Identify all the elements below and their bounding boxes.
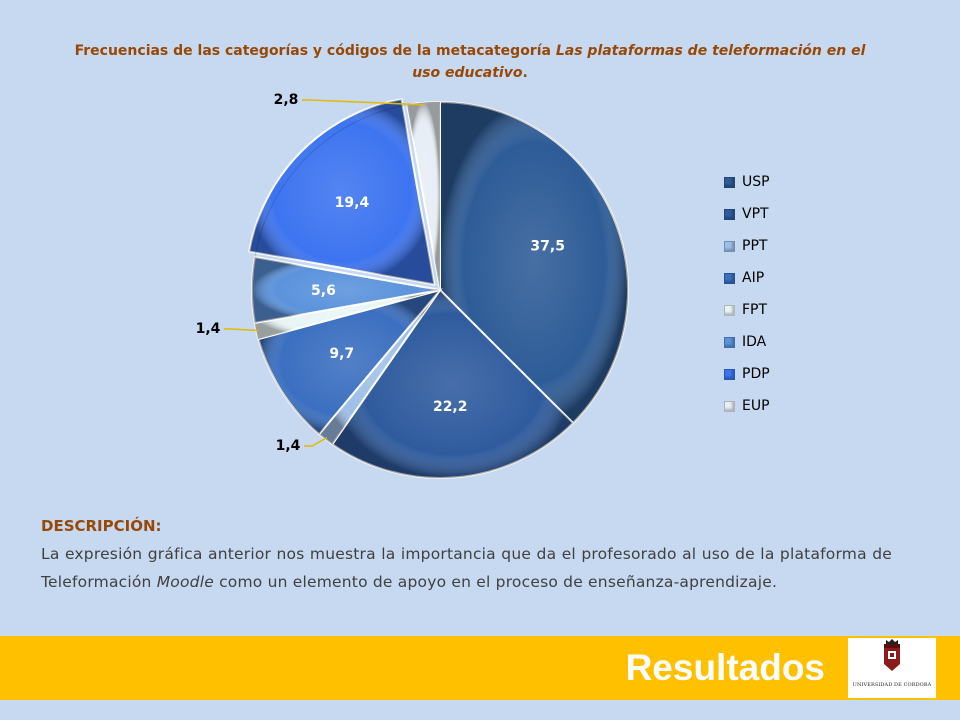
legend-swatch-ppt	[724, 240, 735, 252]
pie-slice-shade-eup	[407, 102, 440, 290]
chart-title-italic: Las plataformas de teleformación en el u…	[412, 43, 866, 81]
legend-item-eup: EUP	[724, 390, 794, 422]
description-italic: Moodle	[156, 573, 214, 591]
data-label-eup: 2,8	[274, 92, 299, 108]
description: DESCRIPCIÓN: La expresión gráfica anteri…	[41, 514, 892, 596]
description-body: La expresión gráfica anterior nos muestr…	[41, 540, 892, 596]
legend-label-pdp: PDP	[742, 366, 770, 382]
pie-slice-shade-vpt	[332, 290, 573, 478]
leader-line-ppt	[304, 437, 328, 447]
chart-title: Frecuencias de las categorías y códigos …	[60, 40, 880, 84]
legend-label-ida: IDA	[742, 334, 767, 350]
legend-label-eup: EUP	[742, 398, 770, 414]
legend-label-usp: USP	[742, 174, 770, 190]
legend-item-usp: USP	[724, 166, 794, 198]
chart-title-end: .	[522, 65, 528, 81]
legend-swatch-pdp	[724, 368, 735, 380]
legend-item-aip: AIP	[724, 262, 794, 294]
description-text-1: La expresión gráfica anterior nos muestr…	[41, 545, 892, 591]
data-label-usp: 37,5	[530, 238, 565, 254]
chart-legend: USP VPT PPT AIP FPT IDA PDP EUP	[724, 166, 794, 422]
legend-swatch-eup	[724, 400, 735, 412]
section-title: Resultados	[625, 647, 825, 688]
legend-label-vpt: VPT	[742, 206, 769, 222]
legend-item-ppt: PPT	[724, 230, 794, 262]
pie-slice-shade-fpt	[254, 290, 440, 340]
pie-slice-shade-ida	[251, 257, 440, 323]
legend-label-fpt: FPT	[742, 302, 768, 318]
description-heading: DESCRIPCIÓN:	[41, 517, 162, 535]
pie-slice-shade-pdp	[249, 99, 435, 285]
data-label-pdp: 19,4	[335, 195, 370, 211]
pie-slice-shade-ppt	[319, 290, 440, 445]
legend-swatch-fpt	[724, 304, 735, 316]
data-label-ppt: 1,4	[276, 438, 301, 454]
data-label-vpt: 22,2	[433, 399, 468, 415]
pie-slice-shade-aip	[258, 290, 440, 435]
pie-slice-shade-usp	[440, 102, 628, 423]
chart-title-text: Frecuencias de las categorías y códigos …	[74, 43, 556, 59]
legend-swatch-aip	[724, 272, 735, 284]
description-text-2: como un elemento de apoyo en el proceso …	[213, 573, 778, 591]
data-label-aip: 9,7	[329, 346, 354, 362]
leader-line-fpt	[224, 328, 259, 332]
legend-item-pdp: PDP	[724, 358, 794, 390]
legend-swatch-ida	[724, 336, 735, 348]
legend-item-fpt: FPT	[724, 294, 794, 326]
leader-line-eup	[302, 99, 424, 106]
legend-swatch-vpt	[724, 208, 735, 220]
pie-rim	[251, 101, 629, 479]
data-label-fpt: 1,4	[196, 321, 221, 337]
footer-bar: Resultados	[0, 636, 960, 700]
data-label-ida: 5,6	[311, 283, 336, 299]
legend-label-aip: AIP	[742, 270, 765, 286]
legend-label-ppt: PPT	[742, 238, 768, 254]
legend-swatch-usp	[724, 176, 735, 188]
university-logo: UNIVERSIDAD DE CORDOBA	[848, 638, 936, 698]
university-crest-icon	[884, 639, 900, 671]
legend-item-ida: IDA	[724, 326, 794, 358]
legend-item-vpt: VPT	[724, 198, 794, 230]
logo-text: UNIVERSIDAD DE CORDOBA	[852, 682, 932, 688]
